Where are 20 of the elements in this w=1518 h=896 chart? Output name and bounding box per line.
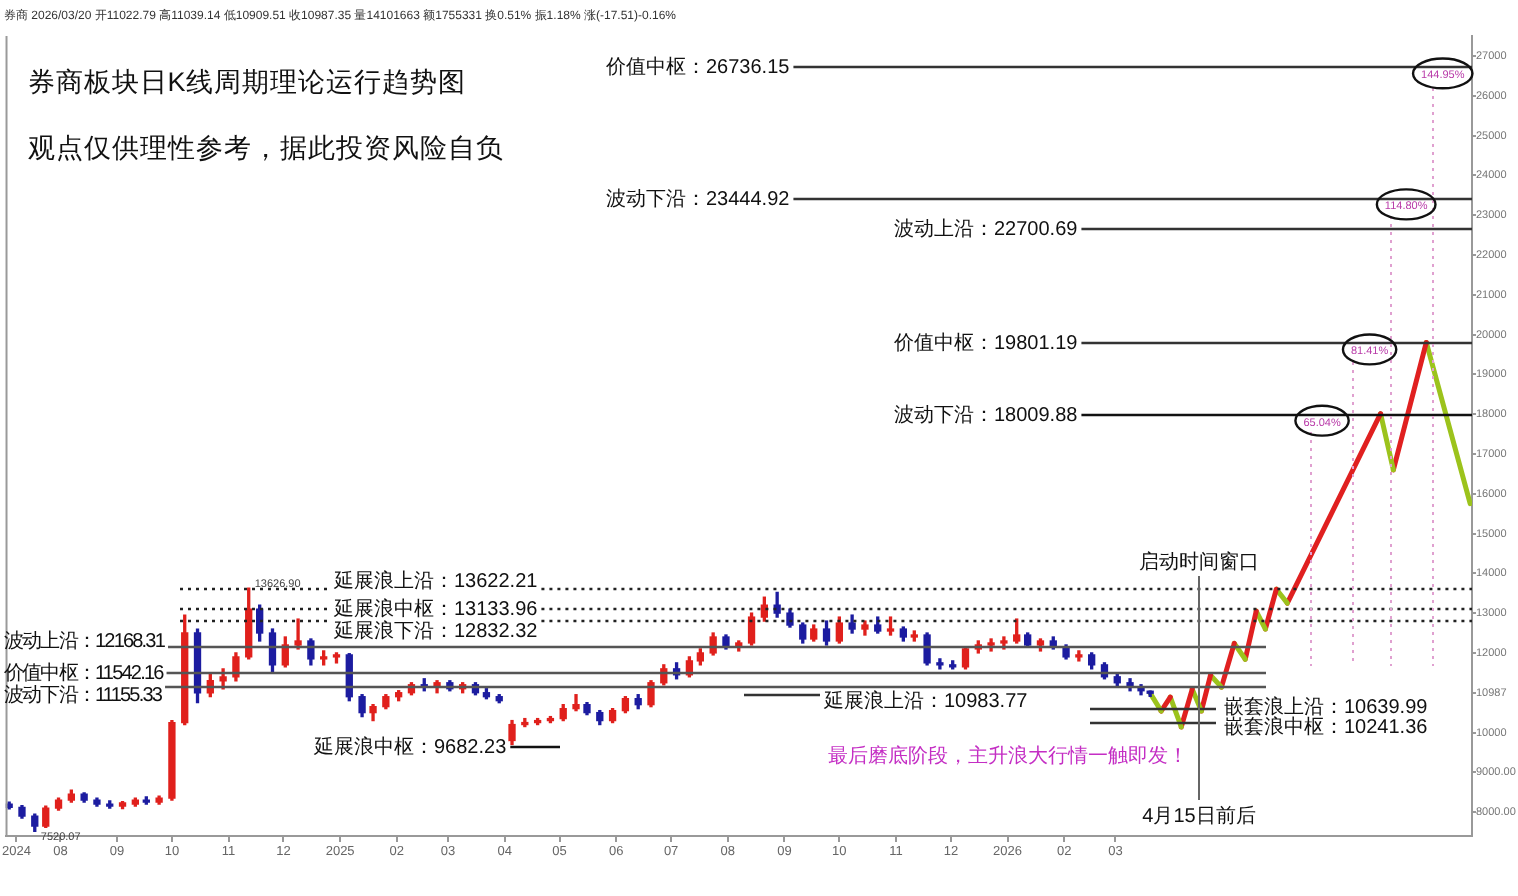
ref-line-label: 波动下沿：18009.88 — [894, 402, 1079, 427]
text: 观点仅供理性参考，据此投资风险自负 — [27, 133, 504, 164]
ref-line-label: 波动上沿：22700.69 — [894, 216, 1079, 241]
ref-line-label: 延展浪上沿：10983.77 — [822, 688, 1029, 713]
ref-line-label: 波动下沿：11155.33 — [4, 682, 164, 707]
ref-line-label: 价值中枢：11542.16 — [2, 660, 166, 685]
ref-line-label: 波动上沿：12168.31 — [4, 628, 167, 653]
ref-line-label: 延展浪上沿：13622.21 — [332, 568, 539, 593]
ref-line-label: 价值中枢：26736.15 — [604, 54, 791, 79]
ref-line-label: 延展浪中枢：9682.23 — [312, 734, 508, 759]
ref-line-label: 价值中枢：19801.19 — [892, 330, 1079, 355]
ref-line-label: 启动时间窗口 — [1139, 549, 1259, 574]
text: 券商板块日K线周期理论运行趋势图 — [27, 67, 466, 98]
ref-line-label: 嵌套浪上沿：10639.99 — [1224, 694, 1429, 719]
annotation: 4月15日前后 — [1142, 803, 1256, 828]
annotation: 最后磨底阶段，主升浪大行情一触即发！ — [828, 743, 1188, 768]
ref-line-label: 延展浪中枢：13133.96 — [332, 596, 539, 621]
ref-line-label: 波动下沿：23444.92 — [606, 186, 791, 211]
ref-line-label: 延展浪下沿：12832.32 — [332, 618, 539, 643]
ref-line-label: 嵌套浪中枢：10241.36 — [1224, 714, 1429, 739]
